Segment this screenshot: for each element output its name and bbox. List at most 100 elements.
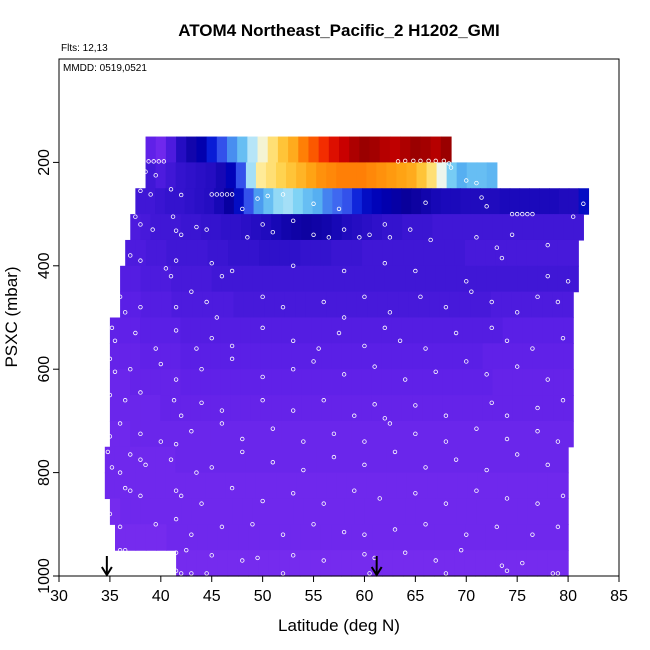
heatmap-cell-7-30 <box>412 317 423 344</box>
observation-point-148 <box>219 408 225 413</box>
observation-point-133 <box>311 359 316 364</box>
heatmap-cell-2-41 <box>539 188 550 215</box>
heatmap-cell-10-13 <box>240 395 252 422</box>
heatmap-cell-0-3 <box>176 136 187 163</box>
heatmap-cell-11-44 <box>553 420 564 448</box>
observation-point-55 <box>341 227 347 232</box>
heatmap-cell-6-28 <box>408 291 420 319</box>
observation-point-196 <box>453 457 459 462</box>
heatmap-cell-13-24 <box>346 472 358 500</box>
observation-point-218 <box>107 511 113 517</box>
observation-point-164 <box>158 439 164 444</box>
heatmap-cell-4-26 <box>392 239 404 267</box>
heatmap-cell-4-7 <box>197 239 209 267</box>
heatmap-cell-6-39 <box>521 291 533 319</box>
heatmap-cell-11-38 <box>492 420 504 448</box>
heatmap-cell-10-30 <box>412 395 423 422</box>
heatmap-cell-10-22 <box>331 395 343 422</box>
heatmap-cell-11-16 <box>271 420 282 448</box>
heatmap-cell-14-43 <box>547 498 559 525</box>
heatmap-cell-12-2 <box>124 446 136 474</box>
heatmap-cell-2-43 <box>558 188 570 215</box>
heatmap-cell-6-10 <box>223 291 234 319</box>
heatmap-cell-16-32 <box>506 550 518 577</box>
observation-point-24 <box>224 192 230 197</box>
heatmap-cell-13-37 <box>477 472 489 500</box>
observation-point-125 <box>112 369 118 374</box>
observation-point-78 <box>413 268 418 274</box>
heatmap-cell-5-11 <box>232 265 243 293</box>
observation-point-199 <box>545 462 550 468</box>
heatmap-cell-7-1 <box>119 317 131 344</box>
observation-point-149 <box>260 398 265 403</box>
heatmap-cell-9-36 <box>472 369 484 396</box>
observation-point-227 <box>341 529 347 535</box>
heatmap-cell-14-41 <box>527 498 539 525</box>
heatmap-cell-4-18 <box>310 239 322 267</box>
heatmap-cell-5-3 <box>150 265 162 293</box>
heatmap-cell-3-15 <box>281 214 292 241</box>
heatmap-cell-6-18 <box>305 291 317 319</box>
heatmap-cell-12-1 <box>114 446 126 474</box>
heatmap-cell-0-27 <box>420 136 432 163</box>
heatmap-cell-16-11 <box>289 550 301 577</box>
observation-point-121 <box>504 338 510 343</box>
heatmap-cell-6-41 <box>542 291 554 319</box>
heatmap-cell-5-37 <box>496 265 508 293</box>
heatmap-cell-6-21 <box>336 291 348 319</box>
heatmap-cell-14-24 <box>354 498 366 525</box>
heatmap-cell-13-18 <box>286 472 297 500</box>
observation-point-33 <box>484 204 489 209</box>
heatmap-cell-11-41 <box>522 420 534 448</box>
heatmap-cell-9-1 <box>119 369 131 396</box>
observation-point-48 <box>240 206 245 212</box>
heatmap-cell-16-2 <box>196 550 208 577</box>
heatmap-cell-15-2 <box>135 524 147 551</box>
heatmap-cell-14-10 <box>211 498 223 525</box>
heatmap-cell-1-2 <box>165 162 177 189</box>
heatmap-cell-6-12 <box>243 291 255 319</box>
heatmap-cell-12-24 <box>346 446 358 474</box>
heatmap-cell-7-31 <box>422 317 433 344</box>
heatmap-cell-9-44 <box>553 369 564 396</box>
heatmap-cell-6-22 <box>346 291 358 319</box>
heatmap-cell-1-31 <box>456 162 468 189</box>
heatmap-cell-12-32 <box>427 446 438 474</box>
heatmap-cell-0-0 <box>145 136 157 163</box>
observation-point-27 <box>265 193 270 199</box>
heatmap-cell-9-3 <box>140 369 151 396</box>
heatmap-cell-15-12 <box>238 524 250 551</box>
heatmap-cell-5-42 <box>547 265 559 293</box>
heatmap-cell-3-34 <box>472 214 484 241</box>
dates-note: MMDD: 0519,0521 <box>63 63 147 74</box>
heatmap-cell-9-28 <box>391 369 403 396</box>
heatmap-cell-8-6 <box>170 343 182 370</box>
heatmap-cell-15-26 <box>382 524 394 551</box>
heatmap-cell-11-29 <box>401 420 413 448</box>
x-tick-label-70: 70 <box>457 588 475 605</box>
observation-point-102 <box>555 299 561 305</box>
observation-point-152 <box>352 413 357 418</box>
heatmap-cell-14-7 <box>181 498 192 525</box>
heatmap-cell-13-41 <box>517 472 529 500</box>
heatmap-cell-4-40 <box>537 239 548 267</box>
heatmap-cell-6-38 <box>511 291 523 319</box>
observation-point-67 <box>128 253 133 258</box>
heatmap-cell-4-15 <box>279 239 291 267</box>
observation-point-25 <box>229 192 235 197</box>
heatmap-cell-14-8 <box>191 498 203 525</box>
heatmap-cell-1-14 <box>286 162 297 189</box>
heatmap-cell-6-7 <box>192 291 204 319</box>
observation-point-212 <box>413 491 418 496</box>
heatmap-cell-12-25 <box>356 446 368 474</box>
heatmap-cell-11-1 <box>119 420 131 448</box>
heatmap-cell-3-16 <box>291 214 303 241</box>
heatmap-cell-9-32 <box>432 369 443 396</box>
heatmap-cell-12-15 <box>255 446 267 474</box>
heatmap-cell-16-27 <box>454 550 466 577</box>
heatmap-cell-10-20 <box>311 395 322 422</box>
observation-point-9 <box>433 158 438 164</box>
heatmap-cell-7-6 <box>170 317 182 344</box>
heatmap-cell-11-17 <box>281 420 292 448</box>
heatmap-cell-8-22 <box>331 343 343 370</box>
